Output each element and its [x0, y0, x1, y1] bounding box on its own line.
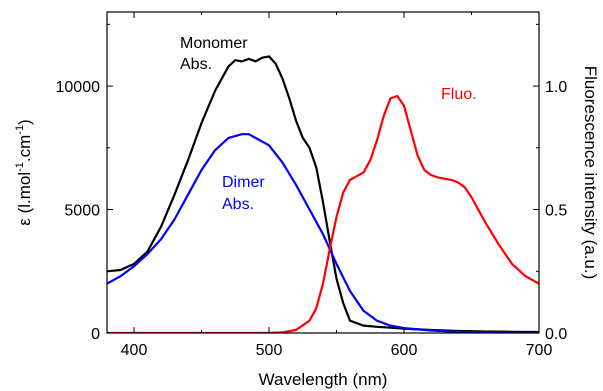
left-y-axis-title-prefix: ε (l.mol [15, 172, 34, 226]
series-dimer-line [107, 133, 539, 333]
monomer-annotation: Monomer Abs. [180, 35, 252, 73]
tick-labels-layer: 400 500 600 700 0 5000 10000 0.0 0.5 1.0 [56, 79, 568, 359]
x-tick-label: 700 [526, 342, 553, 359]
fluo-annotation: Fluo. [441, 86, 477, 103]
series-fluo-line [107, 94, 539, 333]
x-tick-label: 500 [256, 342, 283, 359]
ticks-layer [107, 12, 540, 334]
right-y-axis-title: Fluorescence intensity (a.u.) [581, 66, 600, 280]
dimer-annotation: Dimer Abs. [222, 174, 269, 213]
dimer-annotation-line2: Abs. [222, 196, 254, 213]
left-y-axis-title-sup1: -1 [14, 162, 26, 172]
left-y-axis-title: ε (l.mol-1.cm-1) [14, 119, 34, 225]
series-monomer-line [107, 55, 539, 333]
dimer-annotation-line1: Dimer [222, 174, 265, 191]
x-axis-title: Wavelength (nm) [259, 370, 388, 389]
y-right-tick-label: 0.0 [545, 326, 567, 343]
y-right-tick-label: 1.0 [545, 79, 567, 96]
series-layer [107, 55, 539, 333]
left-y-axis-title-sup2: -1 [14, 125, 26, 135]
plot-frame [106, 11, 540, 334]
y-left-tick-label: 0 [91, 326, 100, 343]
x-tick-label: 600 [391, 342, 418, 359]
x-tick-label: 400 [121, 342, 148, 359]
monomer-annotation-line2: Abs. [180, 56, 212, 73]
monomer-annotation-line1: Monomer [180, 35, 248, 52]
left-y-axis-title-mid: .cm [15, 135, 34, 162]
y-right-tick-label: 0.5 [545, 203, 567, 220]
y-left-tick-label: 5000 [64, 203, 100, 220]
y-left-tick-label: 10000 [56, 79, 101, 96]
left-y-axis-title-suffix: ) [15, 119, 34, 125]
